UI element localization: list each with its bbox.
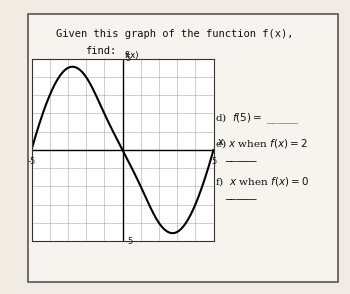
Text: find:: find:: [85, 46, 116, 56]
Text: e) $x$ when $f(x) = 2$: e) $x$ when $f(x) = 2$: [215, 138, 308, 151]
Text: ______: ______: [225, 190, 257, 200]
FancyBboxPatch shape: [28, 14, 338, 282]
Text: x: x: [218, 137, 224, 147]
Text: d)  $f(5) =$ ______: d) $f(5) =$ ______: [215, 112, 300, 126]
Text: 5: 5: [211, 157, 216, 166]
Text: 5: 5: [125, 54, 131, 63]
Text: -5: -5: [27, 157, 36, 166]
Text: ______: ______: [225, 152, 257, 162]
Text: Given this graph of the function f(x),: Given this graph of the function f(x),: [56, 29, 294, 39]
Text: f)  $x$ when $f(x) = 0$: f) $x$ when $f(x) = 0$: [215, 176, 309, 188]
Text: -5: -5: [125, 237, 133, 245]
Text: f(x): f(x): [125, 51, 140, 60]
